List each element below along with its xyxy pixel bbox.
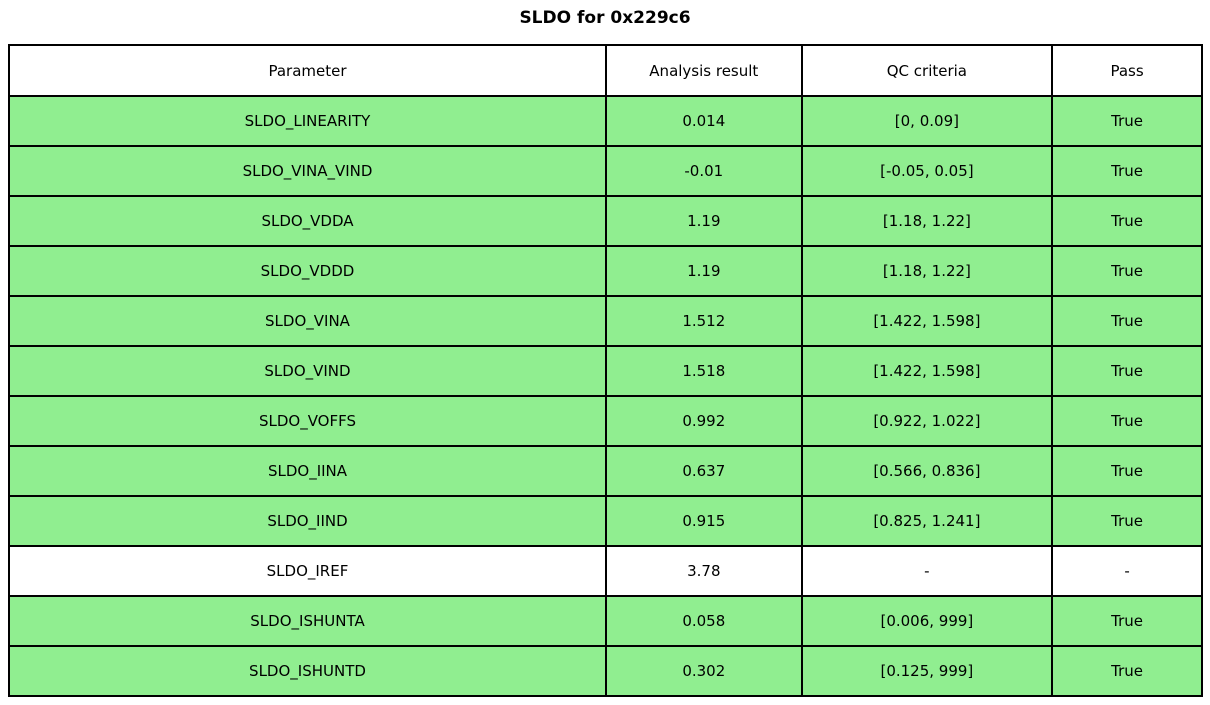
pass-cell: True [1051,345,1203,397]
analysis-result-cell: 0.014 [604,95,803,147]
qc-criteria-cell: [1.18, 1.22] [800,245,1054,297]
parameter-cell: SLDO_IINA [8,445,607,497]
parameter-cell: SLDO_VIND [8,345,607,397]
pass-cell: True [1051,145,1203,197]
parameter-cell: SLDO_VINA_VIND [8,145,607,197]
parameter-cell: SLDO_LINEARITY [8,95,607,147]
qc-criteria-cell: [0.006, 999] [800,595,1054,647]
qc-criteria-cell: [1.422, 1.598] [800,345,1054,397]
analysis-result-cell: 1.19 [604,195,803,247]
pass-cell: True [1051,245,1203,297]
table-row: SLDO_LINEARITY 0.014 [0, 0.09] True [8,95,1203,147]
header-row: Parameter Analysis result QC criteria Pa… [8,44,1203,97]
pass-cell: True [1051,195,1203,247]
analysis-result-cell: 0.915 [604,495,803,547]
analysis-result-cell: 0.637 [604,445,803,497]
table-body: SLDO_LINEARITY 0.014 [0, 0.09] True SLDO… [8,95,1203,697]
col-header-analysis-result: Analysis result [604,44,803,97]
page-title: SLDO for 0x229c6 [519,8,691,28]
pass-cell: True [1051,445,1203,497]
table-row: SLDO_VIND 1.518 [1.422, 1.598] True [8,345,1203,397]
parameter-cell: SLDO_ISHUNTA [8,595,607,647]
table-row: SLDO_IINA 0.637 [0.566, 0.836] True [8,445,1203,497]
col-header-qc-criteria: QC criteria [800,44,1054,97]
parameter-cell: SLDO_ISHUNTD [8,645,607,697]
qc-table: Parameter Analysis result QC criteria Pa… [8,44,1203,697]
pass-cell: True [1051,495,1203,547]
table-row: SLDO_ISHUNTA 0.058 [0.006, 999] True [8,595,1203,647]
analysis-result-cell: 1.19 [604,245,803,297]
pass-cell: True [1051,395,1203,447]
qc-criteria-cell: - [800,545,1054,597]
parameter-cell: SLDO_VOFFS [8,395,607,447]
pass-cell: True [1051,95,1203,147]
qc-criteria-cell: [0.922, 1.022] [800,395,1054,447]
col-header-pass: Pass [1051,44,1203,97]
pass-cell: True [1051,295,1203,347]
analysis-result-cell: -0.01 [604,145,803,197]
pass-cell: True [1051,645,1203,697]
pass-cell: - [1051,545,1203,597]
pass-cell: True [1051,595,1203,647]
analysis-result-cell: 1.518 [604,345,803,397]
analysis-result-cell: 3.78 [604,545,803,597]
analysis-result-cell: 1.512 [604,295,803,347]
qc-criteria-cell: [-0.05, 0.05] [800,145,1054,197]
qc-criteria-cell: [0.566, 0.836] [800,445,1054,497]
qc-criteria-cell: [1.422, 1.598] [800,295,1054,347]
qc-criteria-cell: [1.18, 1.22] [800,195,1054,247]
table-row: SLDO_VINA_VIND -0.01 [-0.05, 0.05] True [8,145,1203,197]
table-row: SLDO_IREF 3.78 - - [8,545,1203,597]
table-row: SLDO_VINA 1.512 [1.422, 1.598] True [8,295,1203,347]
parameter-cell: SLDO_VINA [8,295,607,347]
analysis-result-cell: 0.992 [604,395,803,447]
parameter-cell: SLDO_VDDD [8,245,607,297]
table-row: SLDO_VOFFS 0.992 [0.922, 1.022] True [8,395,1203,447]
parameter-cell: SLDO_VDDA [8,195,607,247]
parameter-cell: SLDO_IREF [8,545,607,597]
table-row: SLDO_IIND 0.915 [0.825, 1.241] True [8,495,1203,547]
qc-criteria-cell: [0.125, 999] [800,645,1054,697]
analysis-result-cell: 0.302 [604,645,803,697]
qc-criteria-cell: [0, 0.09] [800,95,1054,147]
table-row: SLDO_ISHUNTD 0.302 [0.125, 999] True [8,645,1203,697]
qc-criteria-cell: [0.825, 1.241] [800,495,1054,547]
parameter-cell: SLDO_IIND [8,495,607,547]
table-row: SLDO_VDDD 1.19 [1.18, 1.22] True [8,245,1203,297]
analysis-result-cell: 0.058 [604,595,803,647]
table-row: SLDO_VDDA 1.19 [1.18, 1.22] True [8,195,1203,247]
col-header-parameter: Parameter [8,44,607,97]
